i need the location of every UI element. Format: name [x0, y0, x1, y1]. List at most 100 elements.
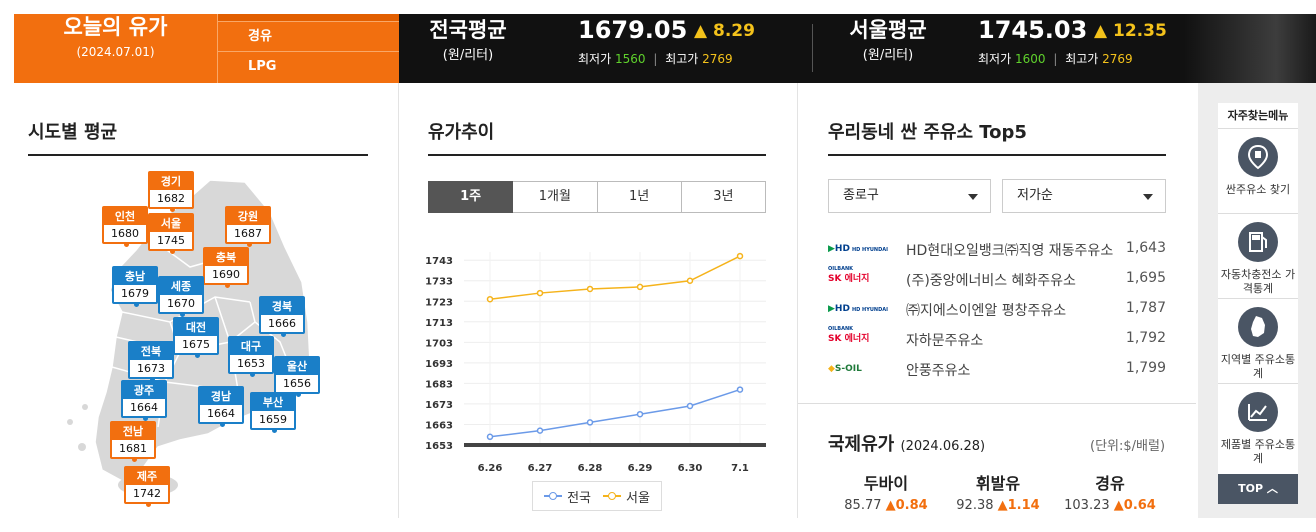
region-price: 1742 — [126, 485, 168, 502]
hyundai-oilbank-logo: ▶HD HD HYUNDAI OILBANK — [828, 244, 888, 272]
sk-energy-logo: SK 에너지 — [828, 334, 870, 344]
station-name[interactable]: (주)중앙에너비스 혜화주유소 — [906, 273, 1076, 289]
region-price: 1687 — [227, 225, 269, 242]
data-point — [636, 410, 644, 418]
district-select[interactable]: 종로구 — [828, 179, 991, 213]
fuel-tab-diesel[interactable]: 경유 — [218, 22, 399, 52]
title-underline — [828, 154, 1166, 156]
region-tag[interactable]: 울산 1656 — [274, 356, 320, 397]
menu-cheap-station[interactable]: 싼주유소 찾기 — [1218, 129, 1298, 214]
region-marker-dot — [281, 332, 286, 337]
region-name: 전남 — [112, 423, 154, 440]
title-underline — [28, 154, 368, 156]
region-tag[interactable]: 인천 1680 — [102, 206, 148, 247]
data-point — [736, 252, 744, 260]
y-tick-label: 1743 — [425, 256, 453, 267]
up-arrow-icon: ▲ — [1094, 21, 1108, 41]
region-name: 전북 — [130, 343, 172, 360]
region-marker-dot — [220, 422, 225, 427]
tab-1-year[interactable]: 1년 — [597, 181, 682, 213]
region-marker-dot — [170, 207, 175, 212]
region-marker-dot — [132, 457, 137, 462]
station-row[interactable]: ◆S-OIL 안풍주유소 1,799 — [828, 354, 1168, 384]
legend-national[interactable]: 전국 — [544, 487, 591, 506]
data-point — [486, 295, 494, 303]
region-tag[interactable]: 경남 1664 — [198, 386, 244, 427]
region-price: 1675 — [175, 336, 217, 353]
region-tag[interactable]: 제주 1742 — [124, 466, 170, 507]
quick-menu-box: 자주찾는메뉴 싼주유소 찾기 자동차충전소 가격통계 지역별 주유소통계 제품별… — [1218, 103, 1298, 475]
today-title: 오늘의 유가 — [63, 15, 168, 39]
region-name: 부산 — [252, 394, 294, 411]
tab-1-month[interactable]: 1개월 — [513, 181, 598, 213]
island-shape — [82, 404, 88, 410]
national-change: ▲ 8.29 — [694, 21, 755, 41]
region-tag[interactable]: 대구 1653 — [228, 336, 274, 377]
region-tag[interactable]: 강원 1687 — [225, 206, 271, 247]
korea-map-icon — [1238, 307, 1278, 347]
region-marker-dot — [180, 312, 185, 317]
region-tag[interactable]: 광주 1664 — [121, 380, 167, 421]
data-point — [536, 427, 544, 434]
seoul-unit: (원/리터) — [862, 48, 914, 63]
menu-regional-stats[interactable]: 지역별 주유소통계 — [1218, 299, 1298, 384]
region-tag[interactable]: 대전 1675 — [173, 317, 219, 358]
sort-select[interactable]: 저가순 — [1002, 179, 1166, 213]
region-tag[interactable]: 충북 1690 — [203, 247, 249, 288]
station-price: 1,643 — [1125, 240, 1166, 256]
region-price: 1681 — [112, 440, 154, 457]
x-tick-label: 6.26 — [478, 463, 503, 474]
region-price: 1673 — [130, 360, 172, 377]
region-tag[interactable]: 부산 1659 — [250, 392, 296, 433]
region-tag[interactable]: 전남 1681 — [110, 421, 156, 462]
station-name[interactable]: 안풍주유소 — [906, 363, 971, 379]
region-name: 세종 — [160, 278, 202, 295]
station-row[interactable]: SK 에너지 (주)중앙에너비스 혜화주유소 1,695 — [828, 264, 1168, 294]
data-point — [686, 402, 694, 410]
station-name[interactable]: HD현대오일뱅크㈜직영 재동주유소 — [906, 243, 1114, 259]
region-name: 대구 — [230, 338, 272, 355]
menu-product-stats[interactable]: 제품별 주유소통계 — [1218, 384, 1298, 469]
region-tag[interactable]: 세종 1670 — [158, 276, 204, 317]
fuel-tab-strip[interactable] — [218, 14, 399, 22]
region-tag[interactable]: 경기 1682 — [148, 171, 194, 212]
fuel-tabs: 경유 LPG — [217, 14, 399, 83]
seoul-label: 서울평균 — [849, 18, 927, 42]
region-name: 경북 — [261, 298, 303, 315]
national-minmax: 최저가 1560 | 최고가 2769 — [578, 52, 733, 66]
x-tick-label: 6.28 — [578, 463, 603, 474]
dropdown-arrow-icon — [1143, 194, 1153, 200]
s-oil-logo: ◆S-OIL — [828, 364, 862, 374]
region-marker-dot — [272, 428, 277, 433]
national-label: 전국평균 — [429, 18, 507, 42]
station-name[interactable]: ㈜지에스이엔알 평창주유소 — [906, 303, 1067, 319]
region-marker-dot — [250, 372, 255, 377]
station-name[interactable]: 자하문주유소 — [906, 333, 984, 349]
series-line-seoul — [489, 255, 741, 300]
quick-menu-title: 자주찾는메뉴 — [1218, 103, 1298, 129]
legend-seoul[interactable]: 서울 — [603, 487, 650, 506]
menu-charging-price[interactable]: 자동차충전소 가격통계 — [1218, 214, 1298, 299]
scroll-top-button[interactable]: TOP ︿ — [1218, 474, 1298, 504]
intl-item-gasoline: 휘발유 92.38 ▲1.14 — [956, 474, 1040, 513]
region-name: 제주 — [126, 468, 168, 485]
station-row[interactable]: ▶HD HD HYUNDAI OILBANK ㈜지에스이엔알 평창주유소 1,78… — [828, 294, 1168, 332]
seoul-minmax: 최저가 1600 | 최고가 2769 — [978, 52, 1133, 66]
region-name: 경기 — [150, 173, 192, 190]
region-marker-dot — [247, 242, 252, 247]
data-point — [486, 433, 494, 441]
fuel-tab-lpg[interactable]: LPG — [248, 59, 277, 74]
tab-3-year[interactable]: 3년 — [681, 181, 766, 213]
station-row[interactable]: ▶HD HD HYUNDAI OILBANK HD현대오일뱅크㈜직영 재동주유소 … — [828, 234, 1168, 272]
station-price: 1,695 — [1125, 270, 1166, 286]
station-row[interactable]: SK 에너지 자하문주유소 1,792 — [828, 324, 1168, 354]
island-shape — [78, 443, 86, 451]
region-tag[interactable]: 서울 1745 — [148, 213, 194, 254]
region-tag[interactable]: 경북 1666 — [259, 296, 305, 337]
region-tag[interactable]: 충남 1679 — [112, 266, 158, 307]
period-tabs: 1주 1개월 1년 3년 — [428, 181, 766, 213]
region-tag[interactable]: 전북 1673 — [128, 341, 174, 382]
station-price: 1,799 — [1125, 360, 1166, 376]
region-price: 1680 — [104, 225, 146, 242]
tab-1-week[interactable]: 1주 — [428, 181, 514, 213]
